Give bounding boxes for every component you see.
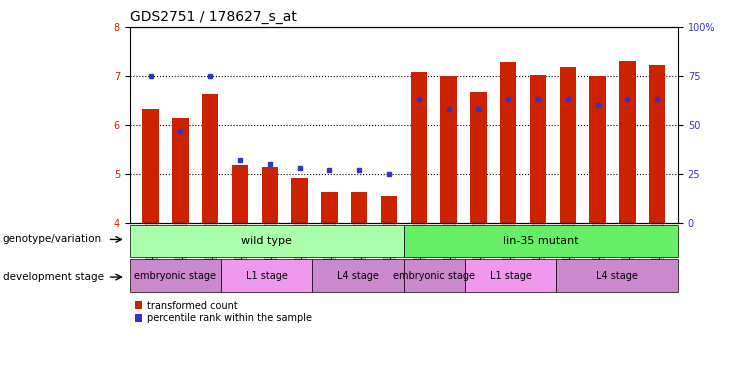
- Bar: [221, 259, 313, 292]
- Text: genotype/variation: genotype/variation: [2, 234, 102, 245]
- Bar: [172, 118, 188, 223]
- Bar: [559, 67, 576, 223]
- Bar: [440, 76, 456, 223]
- Bar: [262, 167, 278, 223]
- Bar: [404, 259, 465, 292]
- Bar: [500, 62, 516, 223]
- Text: GDS2751 / 178627_s_at: GDS2751 / 178627_s_at: [130, 10, 296, 25]
- Legend: transformed count, percentile rank within the sample: transformed count, percentile rank withi…: [135, 301, 312, 323]
- Text: L1 stage: L1 stage: [490, 270, 531, 281]
- Bar: [232, 165, 248, 223]
- Bar: [142, 109, 159, 223]
- Text: wild type: wild type: [242, 236, 292, 246]
- Bar: [291, 178, 308, 223]
- Text: L1 stage: L1 stage: [246, 270, 288, 281]
- Text: embryonic stage: embryonic stage: [393, 270, 475, 281]
- Bar: [351, 192, 368, 223]
- Bar: [556, 259, 678, 292]
- Text: L4 stage: L4 stage: [337, 270, 379, 281]
- Bar: [130, 225, 404, 257]
- Bar: [321, 192, 338, 223]
- Text: L4 stage: L4 stage: [597, 270, 638, 281]
- Bar: [649, 65, 665, 223]
- Bar: [530, 75, 546, 223]
- Bar: [619, 61, 636, 223]
- Bar: [411, 72, 427, 223]
- Bar: [381, 196, 397, 223]
- Text: embryonic stage: embryonic stage: [134, 270, 216, 281]
- Bar: [465, 259, 556, 292]
- Text: lin-35 mutant: lin-35 mutant: [503, 236, 579, 246]
- Bar: [313, 259, 404, 292]
- Bar: [470, 91, 487, 223]
- Text: development stage: development stage: [2, 272, 104, 282]
- Bar: [130, 259, 221, 292]
- Bar: [589, 76, 605, 223]
- Bar: [202, 94, 219, 223]
- Bar: [404, 225, 678, 257]
